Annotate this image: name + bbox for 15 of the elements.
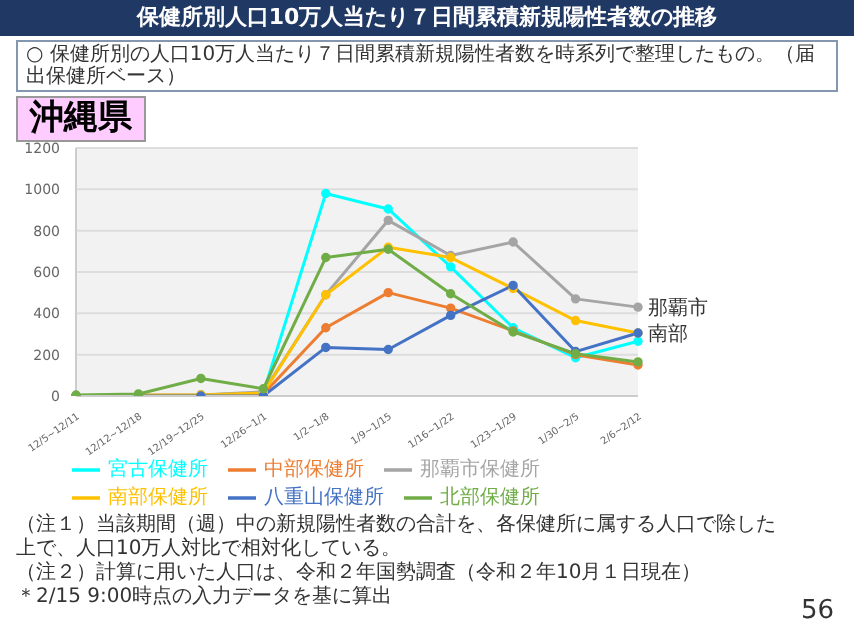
legend-label: 那覇市保健所 <box>420 459 540 482</box>
annotation: 那覇市 <box>648 296 708 321</box>
legend-label: 宮古保健所 <box>108 459 208 482</box>
text: ○ 保健所別の人口10万人当たり７日間累積新規陽性者数を時系列で整理したもの。（届出保健所ベース） <box>16 40 838 92</box>
legend-label: 八重山保健所 <box>264 487 384 510</box>
text: ＊2/15 9:00時点の入力データを基に算出 <box>16 586 395 610</box>
text: （注２）計算に用いた人口は、令和２年国勢調査（令和２年10月１日現在） <box>16 562 704 585</box>
text: （注１）当該期間（週）中の新規陽性者数の合計を、各保健所に属する人口で除した上で、人口10万人対比で相対化している。 <box>16 514 778 561</box>
text: 56 <box>800 596 834 626</box>
legend-label: 北部保健所 <box>440 487 540 510</box>
chart-title: 保健所別人口10万人当たり７日間累積新規陽性者数の推移 <box>0 0 854 36</box>
annotation: 南部 <box>648 322 688 347</box>
legend-label: 中部保健所 <box>264 459 364 482</box>
chart-subtitle: 沖縄県 <box>16 96 146 142</box>
legend-label: 南部保健所 <box>108 487 208 510</box>
